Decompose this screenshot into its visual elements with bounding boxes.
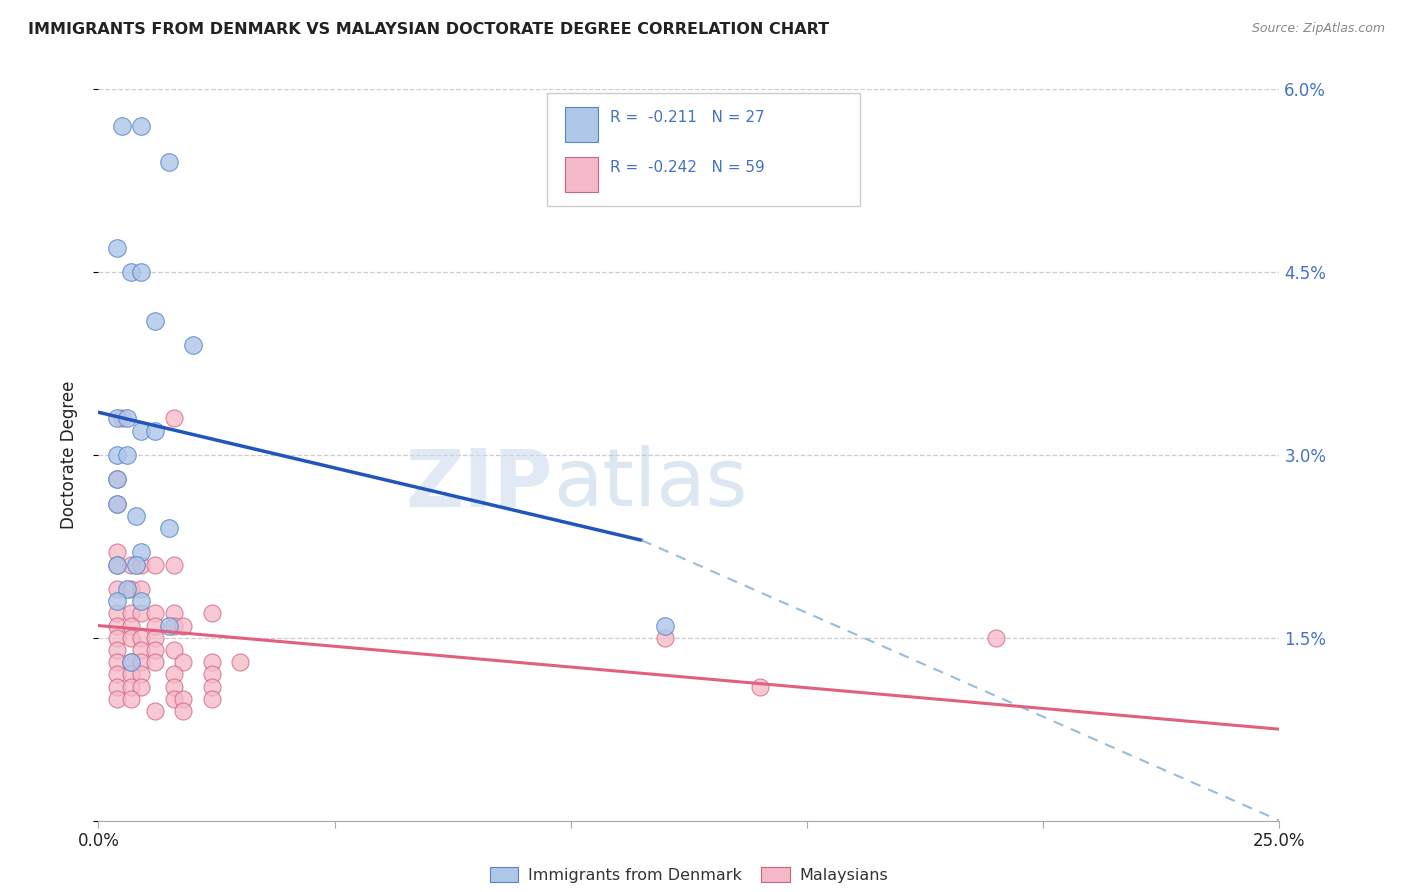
Point: [121, 618, 143, 632]
Point: [129, 680, 152, 694]
Point: [172, 691, 194, 706]
Point: [105, 594, 128, 608]
Text: Source: ZipAtlas.com: Source: ZipAtlas.com: [1251, 22, 1385, 36]
Point: [121, 582, 143, 596]
Point: [163, 667, 186, 681]
Point: [157, 155, 180, 169]
Point: [105, 448, 128, 462]
Point: [105, 607, 128, 621]
Point: [105, 558, 128, 572]
Point: [163, 643, 186, 657]
Point: [654, 618, 676, 632]
Point: [105, 631, 128, 645]
Text: R =  -0.242   N = 59: R = -0.242 N = 59: [610, 160, 765, 175]
Point: [105, 667, 128, 681]
Point: [129, 582, 152, 596]
Point: [121, 667, 143, 681]
Point: [143, 618, 166, 632]
Point: [129, 119, 152, 133]
Point: [143, 655, 166, 669]
Point: [163, 618, 186, 632]
Point: [105, 655, 128, 669]
Point: [157, 521, 180, 535]
Point: [105, 643, 128, 657]
Point: [181, 338, 204, 352]
Point: [105, 411, 128, 425]
Point: [129, 631, 152, 645]
Point: [163, 691, 186, 706]
Point: [105, 558, 128, 572]
Point: [115, 448, 138, 462]
Point: [984, 631, 1007, 645]
Point: [143, 558, 166, 572]
Point: [163, 680, 186, 694]
Point: [143, 631, 166, 645]
Point: [201, 607, 224, 621]
Text: R =  -0.211   N = 27: R = -0.211 N = 27: [610, 111, 765, 125]
Point: [143, 704, 166, 718]
Point: [129, 424, 152, 438]
Point: [121, 680, 143, 694]
Point: [105, 472, 128, 486]
Point: [129, 594, 152, 608]
Point: [129, 643, 152, 657]
Point: [105, 691, 128, 706]
Point: [121, 631, 143, 645]
Point: [143, 424, 166, 438]
Text: IMMIGRANTS FROM DENMARK VS MALAYSIAN DOCTORATE DEGREE CORRELATION CHART: IMMIGRANTS FROM DENMARK VS MALAYSIAN DOC…: [28, 22, 830, 37]
Point: [121, 265, 143, 279]
Point: [201, 667, 224, 681]
Point: [157, 618, 180, 632]
Point: [121, 691, 143, 706]
Point: [201, 691, 224, 706]
Point: [105, 618, 128, 632]
Point: [129, 265, 152, 279]
Point: [143, 643, 166, 657]
Point: [172, 704, 194, 718]
Point: [121, 607, 143, 621]
Point: [121, 655, 143, 669]
Bar: [565, 157, 598, 192]
Point: [229, 655, 252, 669]
Point: [163, 558, 186, 572]
Point: [105, 545, 128, 559]
Point: [115, 582, 138, 596]
Point: [172, 618, 194, 632]
Point: [115, 411, 138, 425]
Point: [111, 119, 134, 133]
Point: [121, 558, 143, 572]
Point: [129, 655, 152, 669]
Point: [105, 497, 128, 511]
Point: [172, 655, 194, 669]
Point: [129, 607, 152, 621]
Point: [105, 680, 128, 694]
Point: [125, 508, 148, 523]
Point: [143, 607, 166, 621]
Point: [105, 497, 128, 511]
Point: [129, 667, 152, 681]
Bar: [565, 107, 598, 142]
FancyBboxPatch shape: [547, 93, 860, 206]
Point: [129, 545, 152, 559]
Text: atlas: atlas: [553, 445, 748, 524]
Point: [201, 655, 224, 669]
Point: [105, 582, 128, 596]
Point: [201, 680, 224, 694]
Point: [748, 680, 770, 694]
Point: [125, 558, 148, 572]
Point: [163, 607, 186, 621]
Point: [111, 411, 134, 425]
Point: [105, 472, 128, 486]
Y-axis label: Doctorate Degree: Doctorate Degree: [59, 381, 77, 529]
Point: [129, 558, 152, 572]
Point: [121, 655, 143, 669]
Point: [654, 631, 676, 645]
Point: [163, 411, 186, 425]
Point: [143, 314, 166, 328]
Text: ZIP: ZIP: [406, 445, 553, 524]
Legend: Immigrants from Denmark, Malaysians: Immigrants from Denmark, Malaysians: [484, 861, 894, 889]
Point: [105, 241, 128, 255]
